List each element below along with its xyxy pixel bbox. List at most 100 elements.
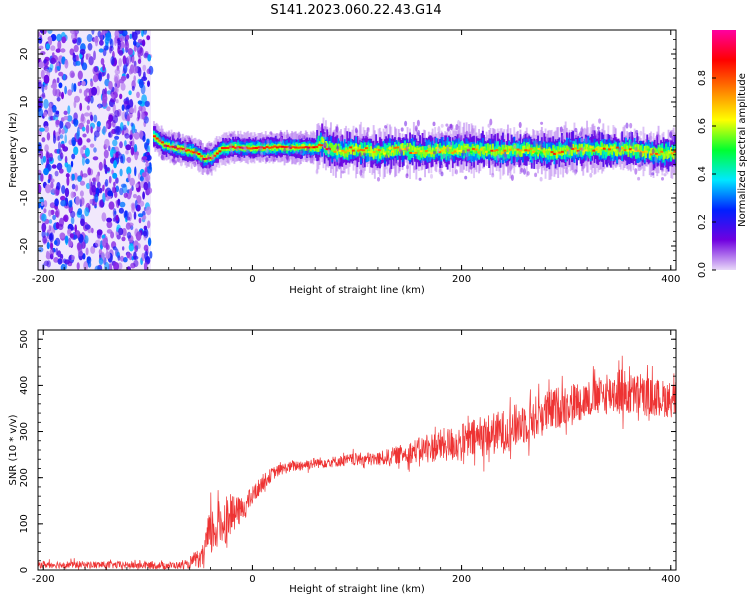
noise-speck — [131, 31, 138, 41]
noise-speck — [81, 241, 86, 249]
signal-core-cell — [194, 151, 198, 154]
halo-speck — [433, 150, 436, 155]
signal-cell — [159, 140, 162, 145]
noise-speck — [38, 31, 41, 38]
noise-speck — [75, 196, 80, 206]
noise-speck — [129, 33, 133, 40]
halo-speck — [243, 137, 247, 144]
noise-speck — [65, 173, 70, 178]
halo-speck — [442, 154, 446, 159]
signal-cell — [632, 142, 635, 152]
halo-speck — [445, 123, 449, 127]
signal-core-cell — [299, 146, 303, 149]
signal-cell — [663, 149, 666, 157]
noise-speck — [145, 162, 150, 167]
signal-cell — [522, 145, 524, 154]
halo-speck — [649, 135, 653, 140]
halo-speck — [518, 121, 522, 129]
halo-speck — [654, 156, 658, 164]
signal-cell — [337, 147, 340, 158]
noise-speck — [44, 144, 49, 152]
noise-speck — [113, 181, 116, 187]
signal-cell — [612, 145, 615, 161]
signal-cell — [517, 148, 519, 155]
halo-speck — [222, 138, 226, 143]
signal-cell — [375, 151, 378, 157]
signal-cell — [356, 147, 359, 152]
halo-speck — [358, 152, 362, 158]
halo-speck — [453, 136, 457, 140]
signal-cell — [401, 143, 404, 151]
noise-speck — [93, 50, 96, 61]
halo-speck — [559, 126, 563, 133]
halo-speck — [436, 147, 440, 154]
noise-speck — [126, 231, 132, 239]
noise-speck — [85, 247, 89, 256]
noise-speck — [38, 37, 43, 44]
signal-cell — [552, 145, 555, 153]
halo-speck — [427, 144, 431, 148]
halo-speck — [179, 160, 183, 167]
noise-speck — [104, 164, 108, 175]
signal-cell — [411, 145, 414, 151]
signal-cell — [648, 151, 651, 159]
noise-speck — [72, 52, 76, 59]
halo-speck — [560, 164, 564, 168]
noise-speck — [125, 144, 132, 151]
signal-cell — [519, 150, 522, 157]
y-tick: -10 — [19, 190, 676, 206]
halo-speck — [397, 138, 401, 143]
noise-speck — [41, 83, 45, 93]
halo-speck — [266, 138, 270, 146]
y-tick-label: 0 — [19, 567, 30, 573]
signal-cell — [657, 149, 660, 164]
signal-cell — [508, 147, 511, 159]
noise-speck — [64, 59, 69, 69]
signal-cell — [558, 142, 561, 156]
signal-core-cell — [168, 145, 172, 148]
signal-cell — [256, 147, 258, 152]
noise-speck — [126, 166, 132, 175]
noise-speck — [108, 114, 114, 122]
noise-speck — [61, 144, 66, 149]
halo-speck — [365, 131, 369, 139]
signal-cell — [645, 144, 647, 153]
signal-cell — [429, 146, 432, 153]
noise-speck — [126, 266, 131, 270]
signal-cell — [621, 142, 624, 161]
signal-cell — [377, 148, 380, 162]
noise-speck — [95, 85, 100, 96]
noise-speck — [50, 178, 55, 183]
signal-cell — [517, 143, 519, 154]
noise-speck — [142, 135, 146, 142]
signal-cell — [463, 143, 465, 150]
noise-speck — [99, 39, 104, 46]
noise-speck — [58, 91, 62, 97]
noise-speck — [79, 88, 82, 94]
noise-speck — [43, 260, 50, 267]
noise-speck — [137, 39, 143, 44]
signal-core-cell — [451, 151, 455, 154]
signal-core-cell — [346, 149, 350, 152]
signal-cell — [453, 148, 455, 153]
signal-cell — [594, 142, 597, 151]
noise-speck — [147, 54, 152, 62]
noise-speck — [123, 64, 128, 74]
signal-core-cell — [647, 148, 651, 151]
noise-speck — [141, 111, 146, 120]
halo-speck — [589, 172, 593, 178]
signal-core-cell — [273, 145, 277, 148]
noise-speck — [39, 97, 43, 103]
noise-speck — [55, 48, 61, 53]
halo-speck — [295, 150, 299, 155]
y-tick-label: 0 — [19, 147, 30, 153]
noise-speck — [106, 217, 113, 223]
noise-speck — [39, 127, 45, 132]
signal-core-cell — [393, 146, 397, 149]
noise-speck — [43, 74, 50, 85]
signal-cell — [545, 148, 548, 153]
colorbar-tick-label: 0.8 — [697, 70, 708, 86]
halo-speck — [405, 146, 409, 152]
halo-speck — [404, 120, 408, 127]
signal-cell — [502, 144, 504, 153]
